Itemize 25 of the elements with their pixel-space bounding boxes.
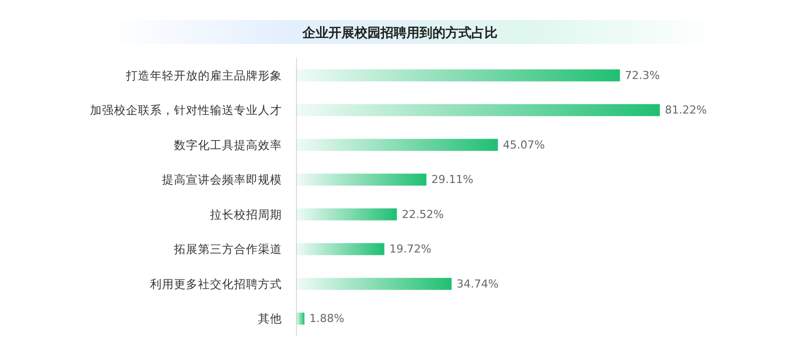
bar: [296, 174, 426, 186]
data-label: 1.88%: [309, 312, 344, 326]
y-tick-label: 打造年轻开放的雇主品牌形象: [125, 68, 282, 82]
data-label: 29.11%: [431, 173, 474, 186]
bar: [296, 243, 384, 256]
data-label: 72.3%: [624, 68, 660, 82]
bar: [296, 138, 498, 151]
bar: [296, 104, 660, 116]
chart-title: 企业开展校园招聘用到的方式占比: [302, 25, 498, 41]
bar: [296, 208, 397, 220]
y-tick-label: 拉长校招周期: [210, 207, 282, 222]
data-label: 45.07%: [502, 138, 545, 152]
data-label: 22.52%: [402, 208, 444, 221]
bar: [296, 69, 620, 82]
y-tick-label: 利用更多社交化招聘方式: [150, 276, 282, 291]
y-tick-label: 数字化工具提高效率: [174, 138, 282, 152]
bar: [296, 278, 452, 290]
y-tick-label: 拓展第三方合作渠道: [173, 242, 282, 256]
y-tick-label: 其他: [258, 312, 282, 326]
data-label: 81.22%: [664, 104, 707, 117]
data-label: 19.72%: [389, 242, 432, 256]
data-label: 34.74%: [456, 277, 499, 290]
bar: [296, 312, 304, 325]
y-tick-label: 加强校企联系，针对性输送专业人才: [90, 103, 282, 118]
y-tick-label: 提高宣讲会频率即规模: [162, 172, 282, 187]
